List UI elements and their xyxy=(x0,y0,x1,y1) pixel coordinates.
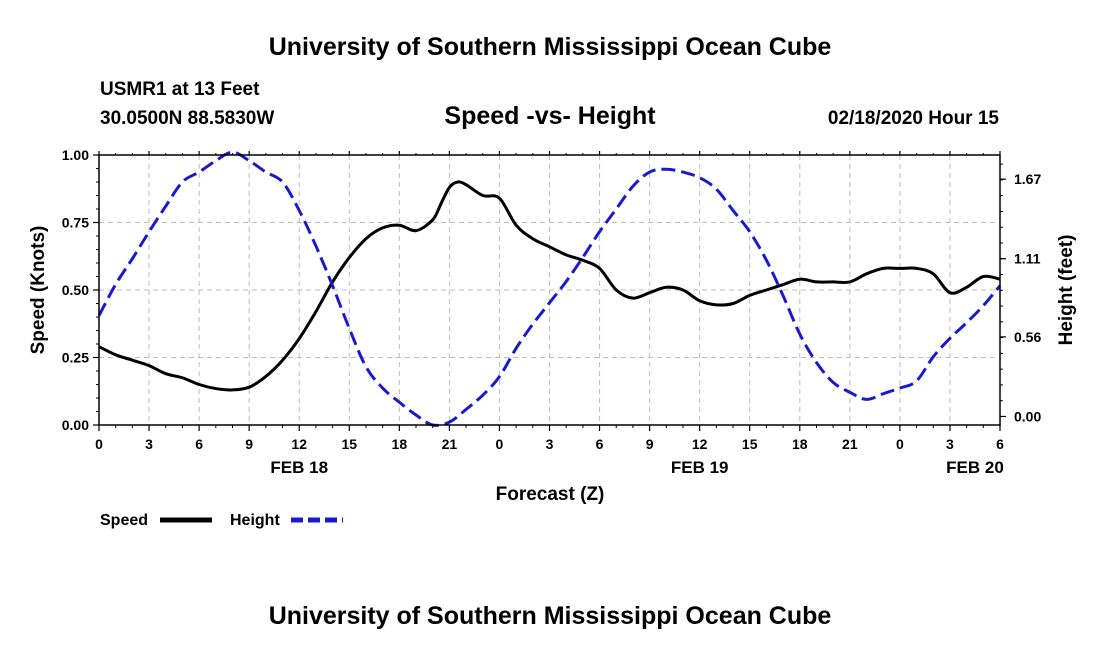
legend-speed-label: Speed xyxy=(100,512,148,529)
x-tick-label: 3 xyxy=(145,436,153,452)
grid-layer xyxy=(99,155,1000,425)
x-tick-label: 6 xyxy=(996,436,1004,452)
x-tick-label: 6 xyxy=(195,436,203,452)
x-tick-label: 9 xyxy=(646,436,654,452)
y2-tick-label: 0.56 xyxy=(1014,329,1041,345)
y2-tick-label: 0.00 xyxy=(1014,408,1041,424)
chart-title: Speed -vs- Height xyxy=(444,102,656,130)
x-tick-label: 15 xyxy=(341,436,357,452)
date-label: FEB 20 xyxy=(946,458,1004,477)
x-tick-label: 0 xyxy=(95,436,103,452)
series-line-height xyxy=(97,150,1002,427)
x-tick-label: 15 xyxy=(742,436,758,452)
x-tick-label: 0 xyxy=(496,436,504,452)
x-axis-title: Forecast (Z) xyxy=(496,484,605,505)
series-layer xyxy=(97,150,1002,427)
x-tick-label: 21 xyxy=(842,436,858,452)
datetime-label: 02/18/2020 Hour 15 xyxy=(828,108,1000,129)
y-tick-label: 0.75 xyxy=(62,215,89,231)
x-tick-label: 9 xyxy=(245,436,253,452)
axes-layer: 0 3 6 9 12 15 18 21 0 3 6 9 12 15 18 21 0 3 6 FEB 18 FEB 19 F… xyxy=(62,147,1042,477)
x-tick-label: 18 xyxy=(392,436,408,452)
x-tick-label: 18 xyxy=(792,436,808,452)
date-label: FEB 19 xyxy=(671,458,729,477)
x-tick-label: 3 xyxy=(546,436,554,452)
y-tick-label: 1.00 xyxy=(62,147,89,163)
y-tick-label: 0.25 xyxy=(62,350,89,366)
date-label: FEB 18 xyxy=(270,458,328,477)
x-tick-label: 12 xyxy=(692,436,708,452)
location-label: 30.0500N 88.5830W xyxy=(100,108,274,129)
legend-height-label: Height xyxy=(230,512,280,529)
legend: Speed Height xyxy=(100,512,343,529)
x-tick-label: 6 xyxy=(596,436,604,452)
y-tick-label: 0.00 xyxy=(62,417,89,433)
title-top: University of Southern Mississippi Ocean… xyxy=(269,33,832,61)
y-axis-title: Speed (Knots) xyxy=(28,226,49,355)
station-label: USMR1 at 13 Feet xyxy=(100,79,260,100)
x-tick-label: 0 xyxy=(896,436,904,452)
series-line-speed xyxy=(98,180,1001,392)
y-tick-label: 0.50 xyxy=(62,282,89,298)
y2-tick-label: 1.11 xyxy=(1014,251,1041,267)
y2-tick-label: 1.67 xyxy=(1014,171,1041,187)
x-tick-label: 12 xyxy=(291,436,307,452)
x-tick-label: 3 xyxy=(946,436,954,452)
x-tick-label: 21 xyxy=(442,436,458,452)
title-bottom: University of Southern Mississippi Ocean… xyxy=(269,602,832,630)
y2-axis-title: Height (feet) xyxy=(1056,235,1077,346)
